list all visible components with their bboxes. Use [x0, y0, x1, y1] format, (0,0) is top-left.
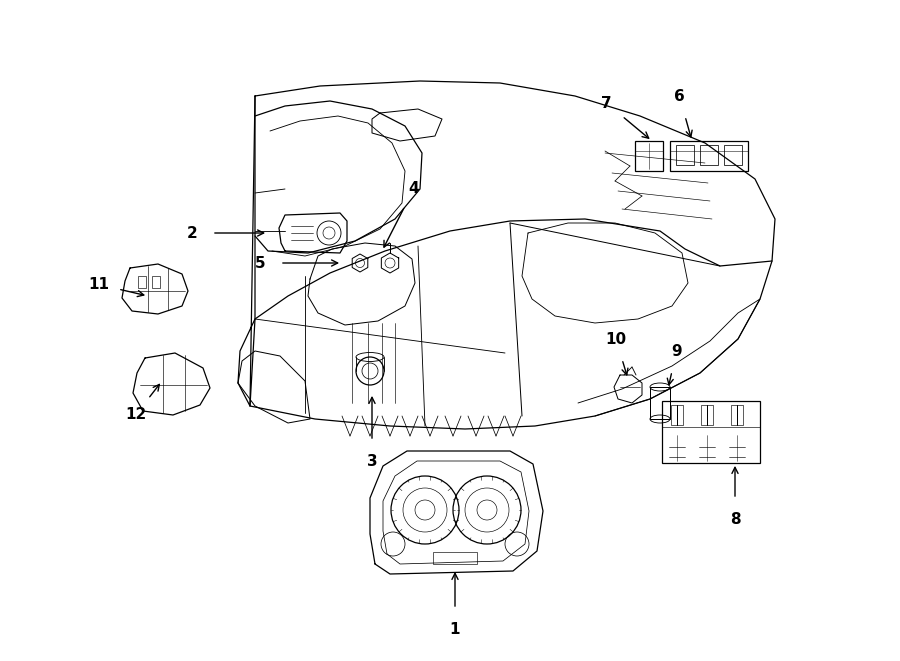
Text: 8: 8 [730, 512, 741, 527]
Text: 7: 7 [601, 96, 612, 110]
Bar [138, 276, 146, 288]
Text: 11: 11 [88, 277, 109, 292]
Text: 3: 3 [366, 453, 377, 469]
Text: 5: 5 [255, 256, 266, 270]
Text: 12: 12 [125, 407, 147, 422]
Bar [635, 141, 663, 171]
Bar [724, 145, 742, 165]
Text: 6: 6 [674, 89, 685, 104]
Bar [650, 387, 670, 419]
Bar [433, 552, 477, 564]
Bar [700, 145, 718, 165]
Bar [152, 276, 160, 288]
Text: 10: 10 [606, 332, 626, 347]
Bar [676, 145, 694, 165]
Text: 9: 9 [671, 344, 681, 359]
Text: 2: 2 [186, 225, 197, 241]
Text: 4: 4 [409, 180, 419, 196]
Text: 1: 1 [450, 621, 460, 637]
Bar [662, 401, 760, 463]
Bar [671, 405, 683, 425]
Bar [701, 405, 713, 425]
Bar [731, 405, 743, 425]
Bar [670, 141, 748, 171]
